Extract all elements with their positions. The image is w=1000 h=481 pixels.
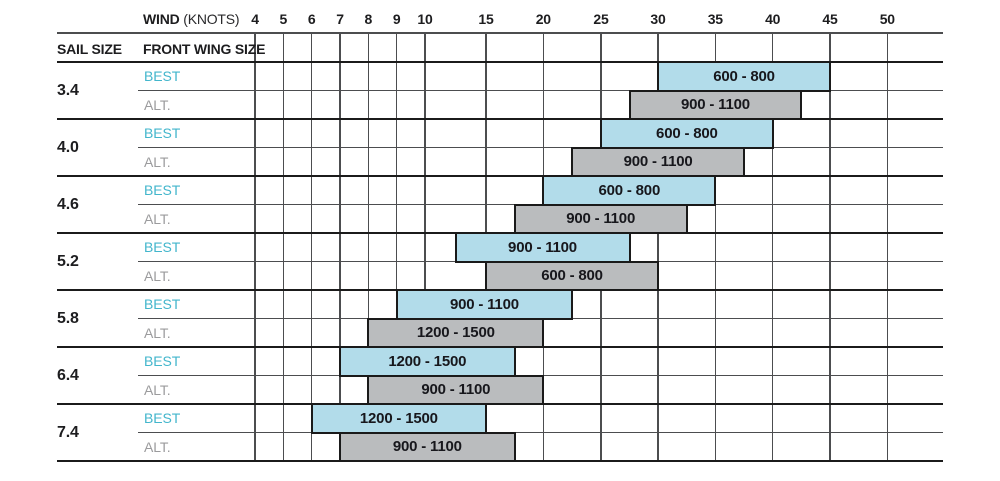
alt-range-bar-label: 900 - 1100 [680,96,750,114]
best-range-bar: 900 - 1100 [395,289,574,320]
alt-range-bar-label: 900 - 1100 [623,153,693,171]
gridline-knots-45 [829,33,831,461]
alt-range-bar-label: 900 - 1100 [421,381,491,399]
alt-range-bar: 1200 - 1500 [367,317,545,348]
gridline-knots-10 [424,33,426,461]
alt-row-label: ALT. [144,267,171,284]
wind-tick-label-35: 35 [707,11,723,27]
alt-range-bar: 900 - 1100 [513,203,688,234]
alt-range-bar-label: 600 - 800 [541,267,603,285]
gridline-knots-6 [311,33,313,461]
best-alt-separator-line [138,146,943,149]
best-range-bar: 600 - 800 [542,175,717,206]
sail-size-label: 6.4 [57,366,79,384]
wind-tick-label-4: 4 [251,11,259,27]
front-wing-size-column-header: FRONT WING SIZE [143,41,266,57]
wind-tick-label-5: 5 [279,11,288,27]
wind-tick-label-30: 30 [650,11,666,27]
alt-row-label: ALT. [144,324,171,341]
wind-tick-label-6: 6 [307,11,316,27]
best-row-label: BEST [144,410,181,427]
alt-row-label: ALT. [144,96,171,113]
sail-size-column-header: SAIL SIZE [57,41,122,57]
best-alt-separator-line [138,89,943,92]
best-range-bar: 1200 - 1500 [310,403,487,434]
sail-size-label: 5.8 [57,309,79,327]
wind-tick-label-8: 8 [364,11,373,27]
best-range-bar-label: 600 - 800 [598,181,661,199]
best-row-label: BEST [144,68,181,85]
alt-range-bar: 900 - 1100 [571,146,745,177]
gridline-knots-9 [396,33,398,461]
group-separator-line [57,174,943,178]
gridline-knots-5 [282,33,284,461]
best-range-bar-label: 600 - 800 [713,67,775,85]
header-top-line [57,32,943,34]
best-row-label: BEST [144,125,181,142]
sail-size-label: 5.2 [57,252,79,270]
gridline-knots-35 [714,33,716,461]
best-row-label: BEST [144,353,181,370]
best-row-label: BEST [144,239,181,256]
best-range-bar: 600 - 800 [600,118,774,149]
group-separator-line [57,117,943,121]
wind-axis-title: WIND (KNOTS) [143,11,240,27]
gridline-knots-50 [886,33,888,461]
alt-row-label: ALT. [144,381,171,398]
gridline-knots-30 [657,33,659,461]
best-row-label: BEST [144,182,181,199]
best-range-bar-label: 1200 - 1500 [359,409,438,427]
best-range-bar: 900 - 1100 [454,232,631,263]
best-range-bar: 600 - 800 [657,61,831,92]
best-alt-separator-line [138,431,943,434]
wind-axis-title-unit: (KNOTS) [183,11,240,27]
wind-tick-label-15: 15 [478,11,494,27]
gridline-knots-4 [254,33,256,461]
group-separator-line [57,60,943,64]
best-range-bar-label: 900 - 1100 [508,238,577,256]
gridline-knots-8 [367,33,369,461]
wind-tick-label-9: 9 [392,11,401,27]
gridline-knots-40 [772,33,774,461]
alt-range-bar-label: 1200 - 1500 [416,324,495,342]
alt-row-label: ALT. [144,210,171,227]
wind-tick-label-25: 25 [593,11,609,27]
wind-tick-label-20: 20 [535,11,551,27]
gridline-knots-7 [339,33,341,461]
alt-row-label: ALT. [144,438,171,455]
alt-range-bar: 900 - 1100 [339,431,516,462]
best-row-label: BEST [144,296,181,313]
best-range-bar-label: 1200 - 1500 [388,352,467,370]
alt-range-bar: 900 - 1100 [628,89,803,120]
best-range-bar: 1200 - 1500 [339,346,516,377]
alt-row-label: ALT. [144,153,171,170]
best-range-bar-label: 600 - 800 [656,124,718,142]
best-range-bar-label: 900 - 1100 [449,295,519,313]
wind-axis-title-main: WIND [143,11,180,27]
wind-tick-label-7: 7 [336,11,344,27]
sail-size-label: 4.6 [57,195,79,213]
alt-range-bar-label: 900 - 1100 [566,210,636,228]
alt-range-bar: 600 - 800 [485,260,659,291]
wind-tick-label-10: 10 [417,11,433,27]
wind-tick-label-45: 45 [822,11,838,27]
wind-tick-label-50: 50 [879,11,895,27]
wind-tick-label-40: 40 [765,11,781,27]
sail-size-label: 3.4 [57,81,79,99]
alt-range-bar: 900 - 1100 [367,374,545,405]
alt-range-bar-label: 900 - 1100 [392,438,462,456]
sail-size-label: 7.4 [57,423,79,441]
sail-size-label: 4.0 [57,138,79,156]
